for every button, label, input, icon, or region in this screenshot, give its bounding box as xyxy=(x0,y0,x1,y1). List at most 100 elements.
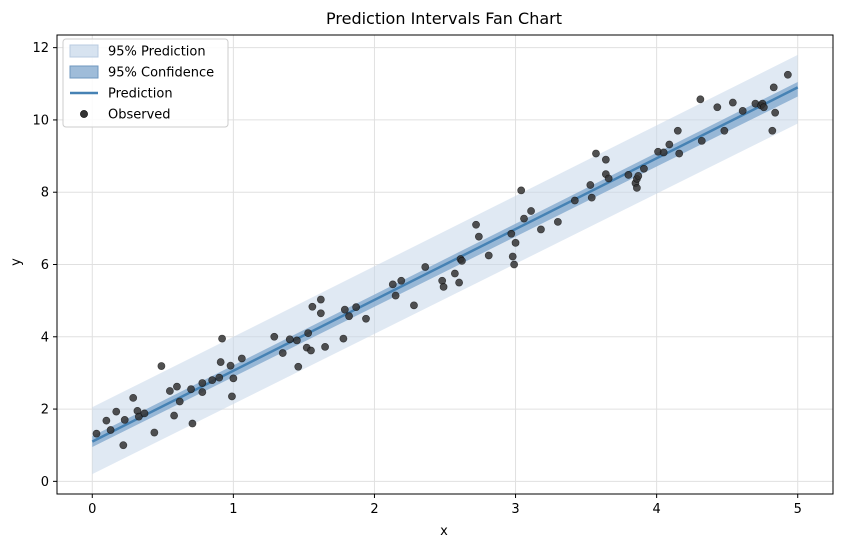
observed-point xyxy=(508,252,517,261)
observed-point xyxy=(187,385,195,394)
observed-point xyxy=(768,126,777,135)
x-tick-label: 5 xyxy=(794,502,802,517)
observed-point xyxy=(771,108,780,117)
observed-point xyxy=(675,149,684,158)
observed-point xyxy=(696,95,705,104)
observed-point xyxy=(759,103,768,112)
observed-point xyxy=(119,441,128,450)
observed-point xyxy=(713,103,722,112)
observed-point xyxy=(102,416,111,425)
x-axis-label: x xyxy=(440,524,448,539)
observed-point xyxy=(769,83,778,92)
legend-swatch-prediction xyxy=(69,44,99,58)
y-tick-label: 4 xyxy=(41,330,49,345)
observed-point xyxy=(511,238,520,247)
observed-point xyxy=(587,193,596,202)
observed-point xyxy=(537,225,545,234)
legend-swatch-marker xyxy=(80,110,88,118)
observed-point xyxy=(229,374,238,383)
observed-point xyxy=(120,416,129,424)
observed-point xyxy=(673,126,682,135)
observed-point xyxy=(129,393,138,402)
observed-point xyxy=(339,334,348,343)
observed-point xyxy=(640,164,648,173)
observed-point xyxy=(604,174,613,183)
observed-point xyxy=(316,309,325,318)
observed-point xyxy=(455,278,464,287)
observed-point xyxy=(218,334,226,343)
point-layer xyxy=(92,70,792,450)
observed-point xyxy=(92,429,101,438)
observed-point xyxy=(474,232,483,241)
observed-point xyxy=(175,397,184,406)
observed-point xyxy=(307,346,315,355)
legend: 95% Prediction 95% Confidence Prediction Ob… xyxy=(62,38,229,128)
legend-label: 95% Confidence xyxy=(108,66,214,81)
y-axis-label: y xyxy=(9,258,24,266)
x-tick-label: 4 xyxy=(652,502,660,517)
legend-swatch-confidence xyxy=(69,65,99,79)
observed-point xyxy=(659,148,668,157)
observed-point xyxy=(321,343,329,351)
observed-point xyxy=(634,172,643,180)
observed-point xyxy=(397,276,406,285)
observed-point xyxy=(316,295,325,304)
observed-point xyxy=(728,98,737,107)
observed-point xyxy=(188,419,197,428)
observed-point xyxy=(157,362,166,370)
observed-point xyxy=(510,260,519,269)
observed-point xyxy=(592,149,600,158)
observed-point xyxy=(410,301,418,310)
x-tick-label: 3 xyxy=(511,502,519,517)
y-tick-label: 2 xyxy=(41,403,49,418)
observed-point xyxy=(198,388,207,396)
observed-point xyxy=(216,358,225,366)
observed-point xyxy=(226,361,235,370)
observed-point xyxy=(697,136,706,145)
observed-point xyxy=(472,220,480,229)
observed-point xyxy=(484,251,493,260)
observed-point xyxy=(237,354,246,363)
observed-point xyxy=(362,314,370,323)
observed-point xyxy=(285,335,294,344)
x-tick-label: 2 xyxy=(370,502,378,517)
observed-point xyxy=(520,214,528,223)
observed-point xyxy=(517,186,526,195)
observed-point xyxy=(632,183,641,192)
legend-label: Observed xyxy=(108,108,171,123)
observed-point xyxy=(458,256,466,265)
x-tick-label: 1 xyxy=(229,502,237,517)
y-tick-label: 8 xyxy=(41,186,49,201)
observed-point xyxy=(570,196,579,205)
observed-point xyxy=(665,140,674,149)
observed-point xyxy=(586,181,595,189)
observed-point xyxy=(292,336,301,345)
observed-point xyxy=(601,155,610,164)
chart-title: Prediction Intervals Fan Chart xyxy=(326,9,562,28)
observed-point xyxy=(215,373,224,382)
observed-point xyxy=(106,426,115,434)
observed-point xyxy=(553,217,562,226)
observed-point xyxy=(112,407,121,416)
observed-point xyxy=(738,106,747,115)
observed-point xyxy=(140,409,149,418)
observed-point xyxy=(270,332,279,341)
y-tick-label: 12 xyxy=(32,41,49,56)
observed-point xyxy=(345,312,353,321)
observed-point xyxy=(340,305,349,314)
observed-point xyxy=(783,70,792,79)
legend-label: Prediction xyxy=(108,87,173,102)
observed-point xyxy=(308,302,317,311)
observed-point xyxy=(388,280,397,289)
observed-point xyxy=(527,207,535,215)
observed-point xyxy=(624,170,633,179)
observed-point xyxy=(304,329,313,338)
observed-point xyxy=(198,379,207,387)
observed-point xyxy=(421,263,430,271)
observed-point xyxy=(720,126,729,135)
legend-label: 95% Prediction xyxy=(108,45,206,60)
y-tick-label: 10 xyxy=(32,113,49,128)
legend-box xyxy=(62,38,229,128)
